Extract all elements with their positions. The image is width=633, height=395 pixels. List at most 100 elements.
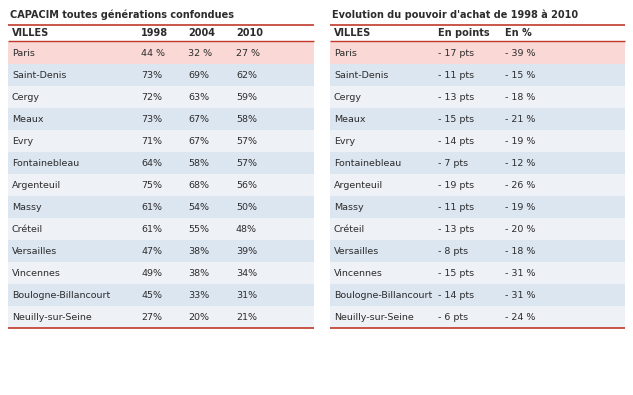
Text: Versailles: Versailles — [12, 246, 57, 256]
Bar — [330, 174, 625, 196]
Bar — [8, 42, 314, 64]
Text: Massy: Massy — [12, 203, 42, 211]
Text: 57%: 57% — [236, 137, 257, 145]
Text: VILLES: VILLES — [334, 28, 371, 38]
Text: 64%: 64% — [141, 158, 162, 167]
Text: 57%: 57% — [236, 158, 257, 167]
Bar — [330, 64, 625, 86]
Bar — [8, 64, 314, 86]
Text: 61%: 61% — [141, 203, 162, 211]
Text: - 31 %: - 31 % — [505, 269, 536, 278]
Text: 2010: 2010 — [236, 28, 263, 38]
Text: - 24 %: - 24 % — [505, 312, 536, 322]
Bar — [8, 218, 314, 240]
Bar — [8, 240, 314, 262]
Text: - 20 %: - 20 % — [505, 224, 536, 233]
Text: - 19 %: - 19 % — [505, 137, 536, 145]
Text: - 18 %: - 18 % — [505, 92, 536, 102]
Text: Massy: Massy — [334, 203, 363, 211]
Bar — [8, 196, 314, 218]
Text: 75%: 75% — [141, 181, 162, 190]
Text: - 17 pts: - 17 pts — [438, 49, 474, 58]
Bar — [330, 42, 625, 64]
Bar — [8, 108, 314, 130]
Text: Paris: Paris — [12, 49, 35, 58]
Text: 72%: 72% — [141, 92, 162, 102]
Text: 38%: 38% — [188, 269, 209, 278]
Text: - 13 pts: - 13 pts — [438, 92, 474, 102]
Text: 59%: 59% — [236, 92, 257, 102]
Text: Argenteuil: Argenteuil — [334, 181, 383, 190]
Text: - 21 %: - 21 % — [505, 115, 536, 124]
Text: 38%: 38% — [188, 246, 209, 256]
Bar — [330, 306, 625, 328]
Bar — [8, 86, 314, 108]
Text: Boulogne-Billancourt: Boulogne-Billancourt — [334, 290, 432, 299]
Text: Saint-Denis: Saint-Denis — [334, 70, 389, 79]
Text: Meaux: Meaux — [334, 115, 365, 124]
Text: Meaux: Meaux — [12, 115, 44, 124]
Text: 47%: 47% — [141, 246, 162, 256]
Text: 31%: 31% — [236, 290, 257, 299]
Text: Evry: Evry — [334, 137, 355, 145]
Text: 50%: 50% — [236, 203, 257, 211]
Text: - 14 pts: - 14 pts — [438, 137, 474, 145]
Text: Créteil: Créteil — [12, 224, 43, 233]
Text: Cergy: Cergy — [12, 92, 40, 102]
Text: Fontainebleau: Fontainebleau — [334, 158, 401, 167]
Text: 49%: 49% — [141, 269, 162, 278]
Text: Evry: Evry — [12, 137, 33, 145]
Text: 20%: 20% — [188, 312, 209, 322]
Text: 2004: 2004 — [188, 28, 215, 38]
Text: 21%: 21% — [236, 312, 257, 322]
Text: 55%: 55% — [188, 224, 209, 233]
Text: - 13 pts: - 13 pts — [438, 224, 474, 233]
Text: Neuilly-sur-Seine: Neuilly-sur-Seine — [12, 312, 92, 322]
Text: Evolution du pouvoir d'achat de 1998 à 2010: Evolution du pouvoir d'achat de 1998 à 2… — [332, 10, 578, 21]
Bar — [330, 262, 625, 284]
Text: Vincennes: Vincennes — [334, 269, 383, 278]
Text: 32 %: 32 % — [188, 49, 212, 58]
Text: - 39 %: - 39 % — [505, 49, 536, 58]
Text: 27 %: 27 % — [236, 49, 260, 58]
Text: - 15 pts: - 15 pts — [438, 269, 474, 278]
Text: En %: En % — [505, 28, 532, 38]
Text: - 11 pts: - 11 pts — [438, 70, 474, 79]
Bar — [330, 86, 625, 108]
Text: 48%: 48% — [236, 224, 257, 233]
Text: 58%: 58% — [188, 158, 209, 167]
Bar — [330, 108, 625, 130]
Text: 44 %: 44 % — [141, 49, 165, 58]
Text: VILLES: VILLES — [12, 28, 49, 38]
Text: 39%: 39% — [236, 246, 257, 256]
Text: Vincennes: Vincennes — [12, 269, 61, 278]
Text: - 12 %: - 12 % — [505, 158, 536, 167]
Text: Cergy: Cergy — [334, 92, 362, 102]
Text: Fontainebleau: Fontainebleau — [12, 158, 79, 167]
Text: 56%: 56% — [236, 181, 257, 190]
Text: - 8 pts: - 8 pts — [438, 246, 468, 256]
Text: 62%: 62% — [236, 70, 257, 79]
Bar — [330, 130, 625, 152]
Bar — [330, 196, 625, 218]
Text: 67%: 67% — [188, 115, 209, 124]
Text: 69%: 69% — [188, 70, 209, 79]
Text: 34%: 34% — [236, 269, 257, 278]
Text: 71%: 71% — [141, 137, 162, 145]
Text: - 15 pts: - 15 pts — [438, 115, 474, 124]
Bar — [330, 218, 625, 240]
Text: - 26 %: - 26 % — [505, 181, 536, 190]
Text: 27%: 27% — [141, 312, 162, 322]
Text: En points: En points — [438, 28, 489, 38]
Text: 73%: 73% — [141, 115, 162, 124]
Text: Saint-Denis: Saint-Denis — [12, 70, 66, 79]
Bar — [8, 306, 314, 328]
Text: 54%: 54% — [188, 203, 209, 211]
Text: - 31 %: - 31 % — [505, 290, 536, 299]
Text: 33%: 33% — [188, 290, 210, 299]
Text: - 7 pts: - 7 pts — [438, 158, 468, 167]
Bar — [8, 130, 314, 152]
Text: Argenteuil: Argenteuil — [12, 181, 61, 190]
Text: - 11 pts: - 11 pts — [438, 203, 474, 211]
Bar — [330, 284, 625, 306]
